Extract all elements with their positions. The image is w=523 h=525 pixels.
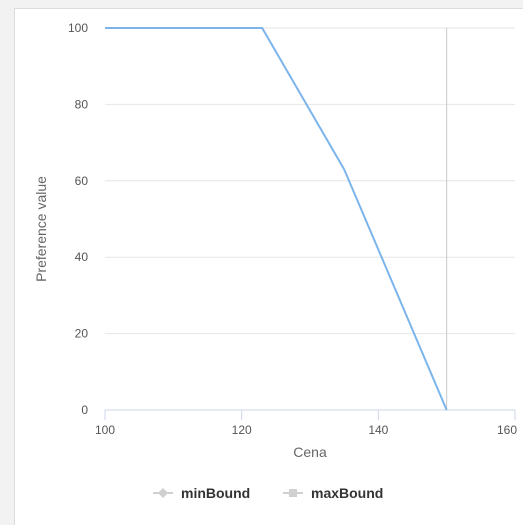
x-tick-label: 100 — [95, 423, 115, 437]
legend-item-minbound[interactable]: minBound — [153, 485, 250, 501]
legend-label: minBound — [181, 485, 250, 501]
grid-lines — [105, 27, 515, 411]
y-tick-label: 80 — [75, 97, 89, 111]
x-axis: 100 120 140 160 — [95, 409, 517, 437]
series-line[interactable] — [105, 27, 448, 411]
series-layer — [105, 27, 448, 411]
legend: minBound maxBound — [153, 485, 383, 501]
y-tick-label: 100 — [68, 21, 88, 35]
y-tick-label: 20 — [75, 327, 89, 341]
chart-panel — [14, 8, 523, 525]
diamond-icon — [158, 488, 168, 498]
x-axis-title: Cena — [293, 444, 327, 460]
y-tick-label: 40 — [75, 250, 89, 264]
x-tick-label: 120 — [232, 423, 252, 437]
legend-item-maxbound[interactable]: maxBound — [283, 485, 383, 501]
legend-label: maxBound — [311, 485, 383, 501]
y-axis: 0 20 40 60 80 100 — [68, 21, 88, 417]
y-tick-label: 0 — [81, 403, 88, 417]
y-axis-title: Preference value — [33, 176, 49, 282]
square-icon — [289, 489, 297, 497]
y-tick-label: 60 — [75, 174, 89, 188]
x-tick-label: 140 — [368, 423, 388, 437]
x-tick-label: 160 — [497, 423, 517, 437]
